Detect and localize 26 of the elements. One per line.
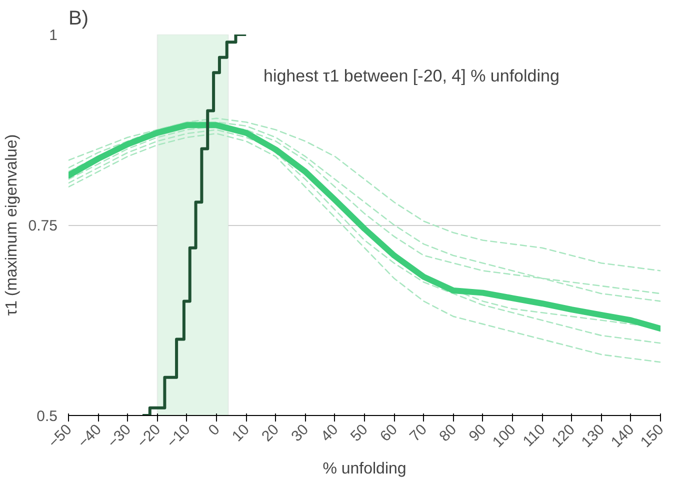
- x-tick-label: 90: [466, 421, 490, 446]
- x-tick-label: 50: [347, 421, 372, 446]
- x-tick-label: −40: [74, 421, 105, 452]
- annotation: highest τ1 between [-20, 4] % unfolding: [264, 66, 560, 86]
- x-tick-label: 150: [637, 421, 668, 451]
- y-tick-label: 0.75: [28, 218, 58, 234]
- x-tick-label: 140: [608, 421, 638, 451]
- x-tick-label: 130: [578, 421, 608, 451]
- x-tick-label: 10: [228, 421, 253, 446]
- x-tick-label: 110: [520, 421, 549, 450]
- x-tick-label: 0: [205, 421, 224, 440]
- chart-title: B): [68, 8, 88, 30]
- x-tick-label: −30: [104, 421, 134, 452]
- x-tick-label: 40: [318, 421, 342, 446]
- x-tick-label: 20: [258, 421, 282, 446]
- y-tick-label: 1: [49, 27, 58, 44]
- x-tick-label: 80: [436, 421, 460, 446]
- x-tick-label: 30: [288, 421, 312, 446]
- y-axis-title: τ1 (maximum eigenvalue): [3, 134, 20, 316]
- x-axis-title: % unfolding: [322, 460, 406, 478]
- x-tick-label: −10: [164, 421, 194, 452]
- x-tick-label: 60: [376, 421, 401, 446]
- x-tick-label: −20: [134, 421, 164, 452]
- x-tick-label: 120: [548, 421, 578, 451]
- x-tick-label: 100: [489, 421, 520, 451]
- x-tick-label: 70: [406, 421, 430, 446]
